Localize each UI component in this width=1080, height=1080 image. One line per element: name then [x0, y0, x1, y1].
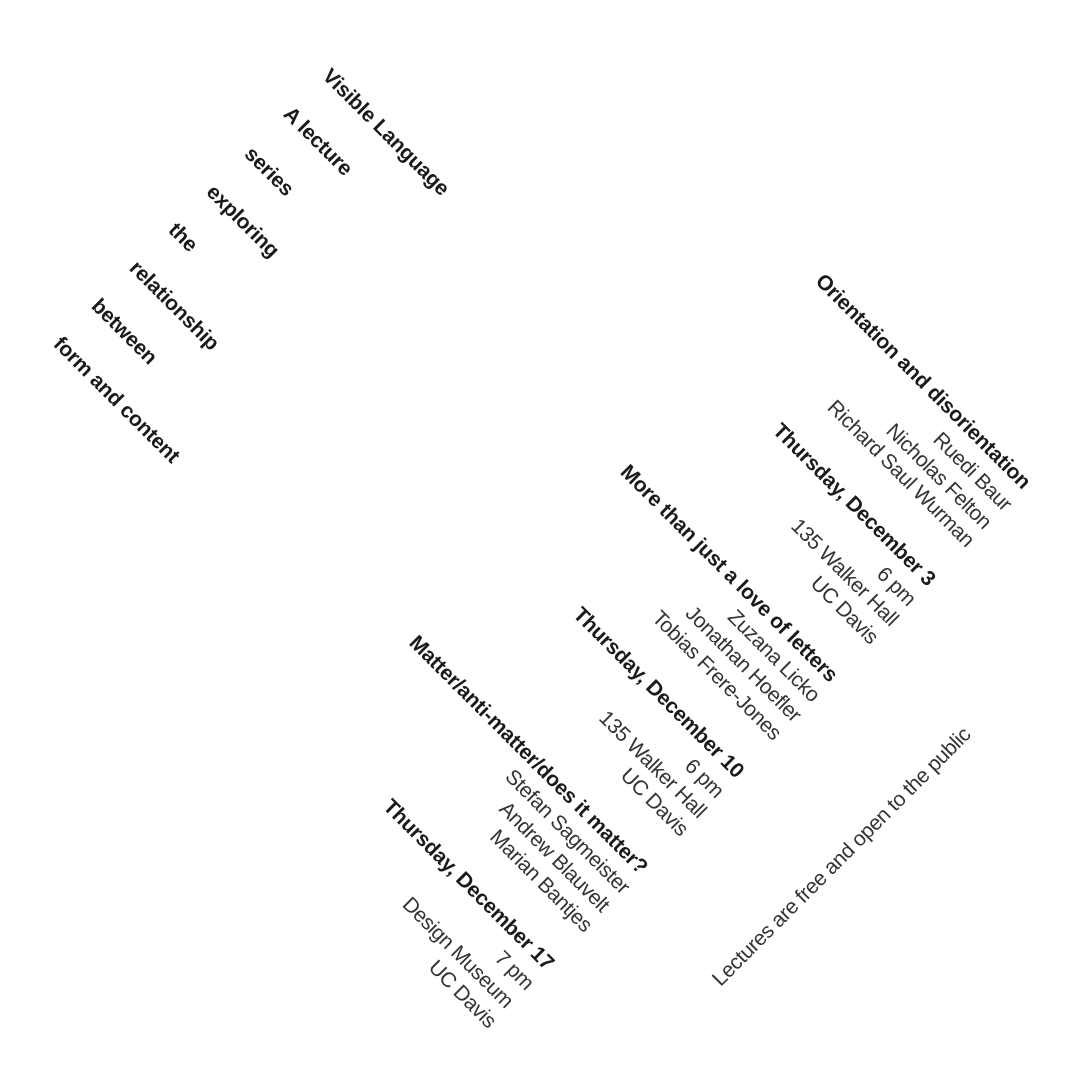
- intro-line: series: [239, 142, 299, 201]
- intro-line: form and content: [48, 332, 185, 468]
- admission-note: Lectures are free and open to the public: [707, 723, 976, 991]
- intro-line: exploring: [201, 180, 284, 263]
- intro-line: between: [86, 294, 162, 370]
- intro-line: the: [163, 218, 202, 257]
- intro-line: A lecture: [278, 102, 357, 181]
